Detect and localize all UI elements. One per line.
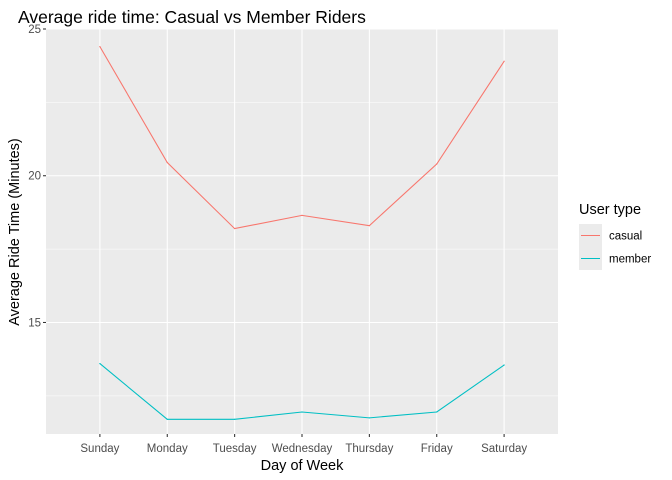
- x-axis-title: Day of Week: [261, 458, 344, 474]
- data-point-casual-4: [368, 225, 370, 227]
- x-tick-label-6: Saturday: [481, 443, 527, 455]
- legend-label-member: member: [609, 254, 651, 266]
- data-point-member-0: [99, 362, 101, 365]
- data-point-casual-3: [301, 214, 303, 216]
- x-tick-label-4: Thursday: [345, 443, 393, 455]
- legend-items: casual member: [579, 224, 651, 270]
- data-point-casual-5: [436, 163, 438, 165]
- data-point-casual-1: [166, 161, 168, 164]
- data-point-member-5: [436, 411, 438, 413]
- y-axis: 15 20 25: [28, 24, 46, 329]
- data-point-member-3: [301, 411, 303, 413]
- data-point-member-4: [368, 417, 370, 419]
- x-tick-label-5: Friday: [421, 443, 453, 455]
- grid: [46, 28, 558, 434]
- data-point-casual-2: [234, 227, 236, 230]
- chart-title: Average ride time: Casual vs Member Ride…: [18, 7, 366, 27]
- series-lines: [99, 46, 505, 420]
- data-point-member-1: [166, 418, 168, 420]
- x-tick-label-3: Wednesday: [272, 443, 333, 455]
- data-point-member-6: [503, 364, 505, 366]
- x-tick-label-0: Sunday: [80, 443, 119, 455]
- y-tick-label-1: 20: [28, 171, 41, 183]
- data-point-casual-0: [99, 46, 101, 48]
- data-point-casual-6: [503, 60, 505, 62]
- data-point-member-2: [234, 418, 236, 420]
- x-tick-label-1: Monday: [147, 443, 188, 455]
- y-tick-label-2: 25: [28, 24, 41, 36]
- y-tick-label-0: 15: [28, 317, 41, 329]
- y-axis-title: Average Ride Time (Minutes): [7, 138, 23, 326]
- x-axis: Sunday Monday Tuesday Wednesday Thursday Frid…: [80, 434, 527, 455]
- x-tick-label-2: Tuesday: [213, 443, 257, 455]
- legend: User type casual member: [579, 202, 651, 270]
- legend-label-casual: casual: [609, 231, 642, 243]
- legend-title: User type: [579, 202, 641, 218]
